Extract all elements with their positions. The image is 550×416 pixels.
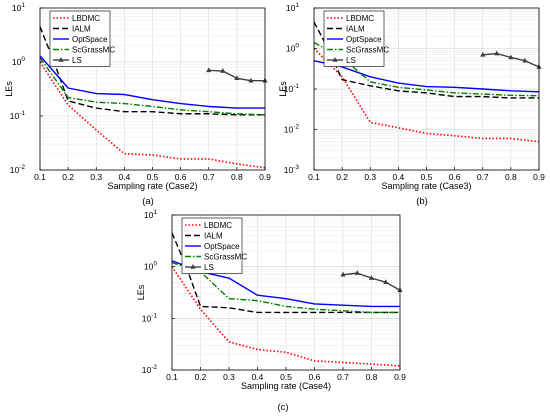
y-tick-label: 100 <box>286 43 299 54</box>
x-tick-label: 0.4 <box>392 172 404 182</box>
panel-a: 0.1 0.2 0.3 0.4 0.5 0.6 0.7 0.8 0.9 10-2 10-1 100 10… <box>4 2 271 207</box>
y-axis-label: LEs <box>136 284 146 300</box>
y-tick-label: 10-2 <box>284 124 300 135</box>
legend-label: LBDMC <box>204 221 232 230</box>
x-tick-label: 0.4 <box>252 372 264 382</box>
series-line-scgrassmc <box>313 41 540 97</box>
series-point-ls <box>340 271 346 277</box>
x-axis-label: Sampling rate (Case4) <box>241 381 331 391</box>
panel-b: 0.1 0.2 0.3 0.4 0.5 0.6 0.7 0.8 0.9 10-3 10-2 10-1 1… <box>278 2 545 207</box>
legend-label: OptSpace <box>204 242 240 251</box>
series-point-ls <box>206 67 212 73</box>
x-tick-label: 0.8 <box>505 172 517 182</box>
legend-label: IALM <box>72 25 91 34</box>
legend-label: LS <box>204 263 214 272</box>
legend-label: IALM <box>346 25 365 34</box>
y-tick-label: 10-1 <box>142 312 158 323</box>
x-tick-label: 0.8 <box>366 372 378 382</box>
y-tick-label: 10-2 <box>142 364 158 375</box>
legend-label: LBDMC <box>72 14 100 23</box>
series-line-ialm <box>39 26 265 116</box>
series-line-lbdmc <box>39 61 266 169</box>
legend-label: LS <box>346 56 356 65</box>
series-line-optspace <box>313 60 540 93</box>
series-point-ls <box>522 57 528 63</box>
y-tick-label: 101 <box>144 209 157 220</box>
legend-marker <box>190 264 196 269</box>
panel-caption: (a) <box>142 196 154 207</box>
series-point-ls <box>508 54 514 60</box>
x-tick-label: 0.4 <box>118 172 130 182</box>
series-line-ialm <box>171 232 400 314</box>
y-tick-label: 101 <box>12 2 25 13</box>
x-tick-label: 0.6 <box>449 172 461 182</box>
x-tick-label: 0.1 <box>166 372 178 382</box>
legend-label: ScGrassMC <box>346 46 389 55</box>
x-tick-label: 0.3 <box>223 372 235 382</box>
x-tick-label: 0.3 <box>364 172 376 182</box>
x-tick-label: 0.7 <box>477 172 489 182</box>
y-tick-label: 10-1 <box>10 110 26 121</box>
x-tick-label: 0.6 <box>309 372 321 382</box>
series-point-ls <box>354 270 360 275</box>
series-point-ls <box>480 51 486 57</box>
y-axis-label: LEs <box>4 81 14 97</box>
series-point-ls <box>248 77 254 83</box>
y-tick-label: 100 <box>12 56 25 67</box>
y-tick-label: 101 <box>286 2 299 13</box>
x-tick-label: 0.8 <box>231 172 243 182</box>
y-tick-label: 10-1 <box>284 83 300 94</box>
series-line-optspace <box>39 55 265 109</box>
x-tick-label: 0.9 <box>394 372 406 382</box>
x-tick-label: 0.2 <box>336 172 348 182</box>
x-tick-label: 0.5 <box>147 172 159 182</box>
legend-label: IALM <box>204 232 223 241</box>
legend-marker <box>332 57 338 62</box>
legend-label: LS <box>72 56 82 65</box>
x-tick-label: 0.9 <box>533 172 545 182</box>
panel-caption: (b) <box>416 196 428 207</box>
legend-label: ScGrassMC <box>72 46 115 55</box>
x-tick-label: 0.5 <box>280 372 292 382</box>
series-point-ls <box>234 75 240 81</box>
x-tick-label: 0.9 <box>259 172 271 182</box>
x-axis-label: Sampling rate (Case2) <box>107 181 197 191</box>
series-point-ls <box>494 50 500 56</box>
series-line-lbdmc <box>313 47 540 143</box>
series-line-optspace <box>171 260 400 308</box>
y-tick-label: 100 <box>144 261 157 272</box>
y-tick-label: 10-2 <box>10 164 26 175</box>
series-point-ls <box>220 68 226 73</box>
legend-label: OptSpace <box>346 35 382 44</box>
panel-c: 0.1 0.2 0.3 0.4 0.5 0.6 0.7 0.8 0.9 10-2 10-1 100 10… <box>136 209 406 413</box>
y-tick-label: 10-3 <box>284 164 300 175</box>
x-tick-label: 0.2 <box>62 172 74 182</box>
x-tick-label: 0.6 <box>175 172 187 182</box>
x-tick-label: 0.7 <box>203 172 215 182</box>
series-point-ls <box>368 275 375 280</box>
series-point-ls <box>383 279 389 285</box>
panel-caption: (c) <box>277 402 288 413</box>
series-line-scgrassmc <box>39 57 266 116</box>
legend-marker <box>58 57 64 62</box>
x-tick-label: 0.1 <box>34 172 46 182</box>
legend-label: ScGrassMC <box>204 253 247 262</box>
x-tick-label: 0.3 <box>90 172 102 182</box>
y-axis-label: LEs <box>278 81 288 97</box>
x-tick-label: 0.1 <box>308 172 320 182</box>
x-tick-label: 0.7 <box>337 372 349 382</box>
series-line-scgrassmc <box>171 261 400 314</box>
x-axis-label: Sampling rate (Case3) <box>381 181 471 191</box>
legend-label: OptSpace <box>72 35 108 44</box>
legend-label: LBDMC <box>346 14 374 23</box>
x-tick-label: 0.5 <box>421 172 433 182</box>
x-tick-label: 0.2 <box>195 372 207 382</box>
